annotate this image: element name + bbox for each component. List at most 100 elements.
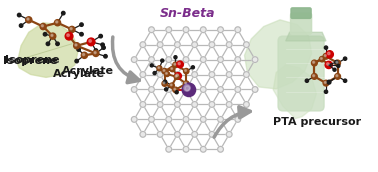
Circle shape: [218, 146, 223, 152]
Text: PTA precursor: PTA precursor: [273, 117, 361, 127]
Circle shape: [209, 42, 215, 47]
Circle shape: [243, 72, 249, 77]
Circle shape: [89, 40, 91, 42]
Circle shape: [324, 81, 326, 83]
Circle shape: [336, 61, 338, 63]
Circle shape: [192, 72, 198, 77]
Circle shape: [158, 67, 160, 68]
Circle shape: [19, 24, 23, 27]
Circle shape: [192, 131, 198, 137]
FancyBboxPatch shape: [291, 8, 311, 18]
Circle shape: [335, 61, 338, 64]
Circle shape: [243, 102, 249, 107]
Circle shape: [311, 74, 317, 79]
Circle shape: [157, 102, 163, 107]
Circle shape: [235, 116, 241, 122]
Circle shape: [75, 59, 78, 63]
Circle shape: [26, 17, 32, 23]
Circle shape: [56, 42, 59, 46]
Circle shape: [209, 72, 215, 77]
Circle shape: [149, 116, 154, 122]
Circle shape: [319, 56, 325, 62]
Text: Acrylate: Acrylate: [53, 69, 105, 79]
Circle shape: [175, 73, 181, 79]
Circle shape: [149, 27, 154, 33]
Circle shape: [191, 66, 194, 69]
Circle shape: [327, 52, 330, 55]
Circle shape: [67, 34, 70, 36]
Circle shape: [175, 42, 180, 47]
Circle shape: [175, 91, 178, 94]
Circle shape: [336, 75, 338, 77]
Polygon shape: [286, 32, 326, 41]
Circle shape: [104, 55, 107, 58]
Circle shape: [235, 57, 241, 62]
Circle shape: [326, 51, 333, 58]
Circle shape: [27, 18, 29, 20]
Circle shape: [243, 42, 249, 47]
Circle shape: [40, 24, 46, 30]
Circle shape: [174, 56, 177, 59]
Circle shape: [226, 102, 232, 107]
Circle shape: [50, 33, 56, 39]
Circle shape: [157, 66, 162, 71]
Circle shape: [51, 34, 53, 36]
Circle shape: [65, 32, 73, 40]
Circle shape: [93, 50, 99, 56]
Circle shape: [323, 80, 329, 86]
Circle shape: [218, 27, 223, 33]
Circle shape: [176, 74, 178, 76]
Circle shape: [166, 27, 172, 33]
Circle shape: [305, 79, 308, 82]
Polygon shape: [17, 23, 79, 77]
Circle shape: [335, 60, 341, 66]
Circle shape: [87, 38, 95, 46]
Circle shape: [200, 27, 206, 33]
Circle shape: [166, 73, 167, 74]
Circle shape: [313, 61, 314, 63]
Circle shape: [324, 46, 328, 49]
Circle shape: [132, 116, 137, 122]
Circle shape: [99, 34, 102, 38]
Circle shape: [321, 58, 322, 59]
Circle shape: [162, 68, 167, 74]
Circle shape: [183, 116, 189, 122]
Circle shape: [164, 80, 167, 83]
Circle shape: [174, 74, 179, 79]
Circle shape: [41, 25, 43, 27]
Circle shape: [94, 49, 98, 52]
Circle shape: [327, 63, 329, 65]
Circle shape: [80, 33, 83, 36]
Circle shape: [164, 72, 170, 77]
Circle shape: [173, 87, 178, 93]
Circle shape: [132, 87, 137, 92]
Circle shape: [149, 87, 154, 92]
Circle shape: [184, 81, 189, 86]
Circle shape: [226, 72, 232, 77]
Circle shape: [323, 53, 329, 59]
Circle shape: [177, 61, 183, 68]
Circle shape: [184, 82, 186, 84]
Circle shape: [192, 102, 198, 107]
Circle shape: [140, 42, 146, 47]
Circle shape: [226, 42, 232, 47]
Circle shape: [337, 64, 340, 67]
Circle shape: [344, 57, 347, 60]
Circle shape: [209, 102, 215, 107]
Circle shape: [62, 11, 65, 15]
Circle shape: [80, 23, 83, 26]
Circle shape: [75, 44, 77, 46]
Circle shape: [182, 83, 195, 96]
Circle shape: [81, 52, 87, 58]
Circle shape: [56, 21, 58, 23]
Circle shape: [150, 64, 153, 67]
Circle shape: [163, 69, 165, 71]
Circle shape: [174, 63, 176, 65]
Circle shape: [184, 85, 191, 91]
Circle shape: [77, 48, 81, 51]
Circle shape: [218, 57, 223, 62]
Circle shape: [102, 46, 105, 49]
Circle shape: [69, 26, 75, 33]
Circle shape: [161, 59, 164, 62]
Circle shape: [171, 68, 173, 69]
